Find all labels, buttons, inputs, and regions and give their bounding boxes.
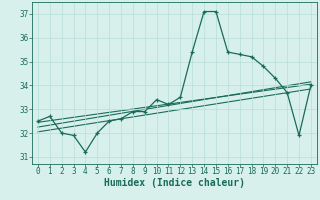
X-axis label: Humidex (Indice chaleur): Humidex (Indice chaleur) <box>104 178 245 188</box>
